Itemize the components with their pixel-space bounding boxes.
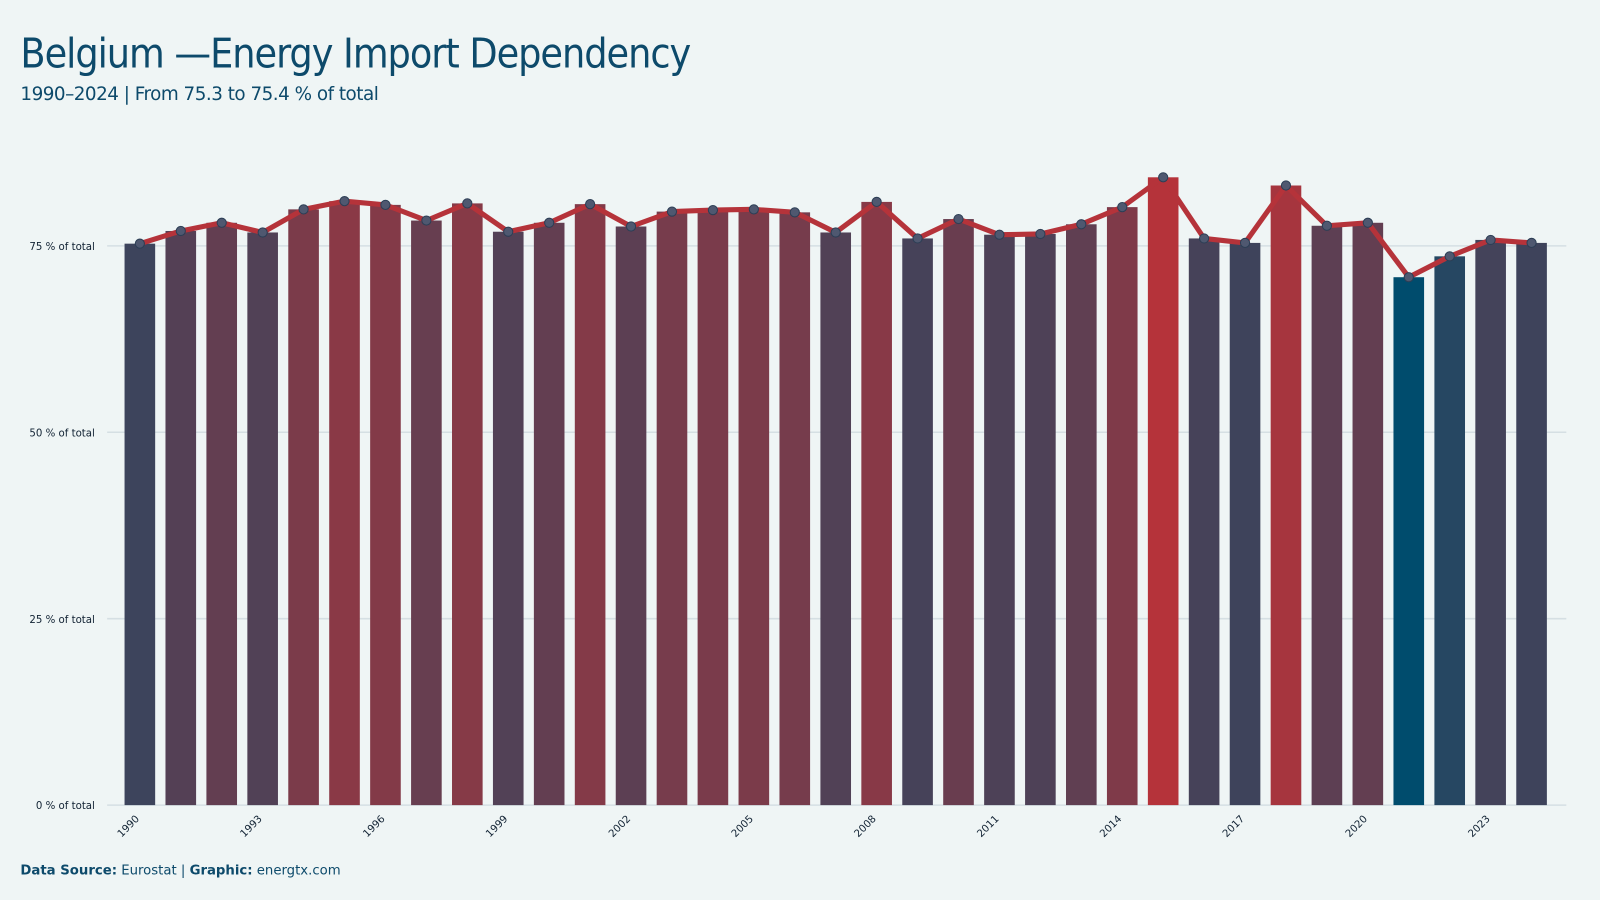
point — [175, 225, 186, 237]
bar — [779, 212, 811, 806]
y-tick-label: 75 % of total — [29, 242, 94, 253]
bar — [329, 201, 360, 806]
point — [1117, 202, 1128, 213]
bar — [861, 201, 892, 806]
x-tick-label: 1999 — [484, 814, 510, 840]
point — [789, 207, 800, 218]
bar — [533, 222, 565, 806]
x-tick-label: 1993 — [239, 814, 265, 840]
bar — [1066, 224, 1097, 806]
bar — [738, 209, 770, 806]
point — [1321, 220, 1333, 231]
x-tick-label: 1990 — [116, 814, 142, 840]
x-tick-label: 2017 — [1221, 814, 1247, 840]
bar — [492, 231, 524, 806]
bar — [411, 220, 442, 806]
point — [1444, 251, 1455, 262]
x-tick-label: 2011 — [975, 814, 1001, 840]
point — [625, 221, 637, 232]
x-tick-label: 2014 — [1098, 814, 1124, 840]
bar — [656, 211, 688, 806]
x-tick-label: 2008 — [853, 814, 879, 840]
y-tick-label: 0 % of total — [36, 801, 95, 812]
footer-source: Eurostat — [121, 863, 176, 878]
bar — [206, 222, 238, 806]
bar — [1106, 207, 1138, 806]
bar — [1393, 277, 1425, 806]
bar — [1025, 233, 1056, 806]
bar — [247, 232, 278, 806]
point — [666, 206, 678, 217]
x-tick-label: 2002 — [607, 814, 633, 840]
point — [707, 205, 719, 216]
point — [1035, 228, 1046, 240]
bar — [574, 204, 606, 806]
y-tick-label: 25 % of total — [29, 615, 94, 626]
bar — [1311, 225, 1343, 806]
bar — [1147, 177, 1179, 806]
point — [380, 199, 391, 210]
bar — [288, 209, 319, 806]
point — [1076, 219, 1087, 230]
point — [1199, 233, 1210, 244]
bar — [902, 238, 933, 806]
footer-separator: | — [181, 863, 185, 878]
point — [1158, 172, 1169, 183]
chart-title: Belgium —Energy Import Dependency — [20, 29, 690, 77]
point — [912, 233, 923, 244]
point — [1239, 237, 1251, 249]
bar — [984, 234, 1015, 806]
point — [1362, 217, 1373, 228]
footer-graphic-label: Graphic: — [190, 863, 253, 878]
point — [1485, 234, 1496, 246]
point — [339, 196, 350, 207]
point — [462, 198, 473, 209]
point — [298, 204, 309, 215]
point — [216, 217, 227, 228]
footer-graphic: energtx.com — [257, 863, 341, 878]
bar — [697, 210, 729, 806]
point — [585, 199, 596, 210]
point — [1280, 180, 1292, 191]
bar — [1270, 185, 1302, 806]
point — [830, 227, 841, 238]
point — [421, 215, 432, 226]
point — [134, 238, 145, 249]
bar — [370, 204, 401, 806]
point — [544, 217, 555, 228]
y-tick-label: 50 % of total — [29, 428, 94, 439]
x-tick-label: 2005 — [730, 814, 756, 840]
point — [1403, 272, 1414, 283]
bar — [615, 226, 647, 806]
point — [748, 204, 759, 215]
point — [503, 226, 514, 237]
x-tick-label: 2023 — [1467, 814, 1493, 840]
bar — [124, 243, 156, 806]
bar — [943, 219, 974, 806]
x-tick-label: 1996 — [361, 814, 387, 840]
bar — [165, 230, 197, 806]
bar — [452, 203, 483, 806]
bar — [1352, 222, 1384, 806]
footer-source-label: Data Source: — [20, 863, 117, 878]
bar — [1188, 238, 1220, 806]
bar — [1475, 239, 1506, 806]
chart-subtitle: 1990–2024 | From 75.3 to 75.4 % of total — [20, 84, 378, 105]
point — [994, 229, 1005, 240]
x-tick-label: 2020 — [1344, 814, 1370, 840]
point — [1526, 237, 1537, 249]
point — [257, 227, 268, 238]
point — [871, 196, 882, 208]
point — [953, 213, 964, 225]
bar — [1434, 256, 1466, 806]
footer: Data Source: Eurostat | Graphic: energtx… — [20, 863, 340, 878]
bar — [1229, 242, 1261, 806]
bar — [1516, 242, 1547, 806]
bar — [820, 232, 852, 806]
